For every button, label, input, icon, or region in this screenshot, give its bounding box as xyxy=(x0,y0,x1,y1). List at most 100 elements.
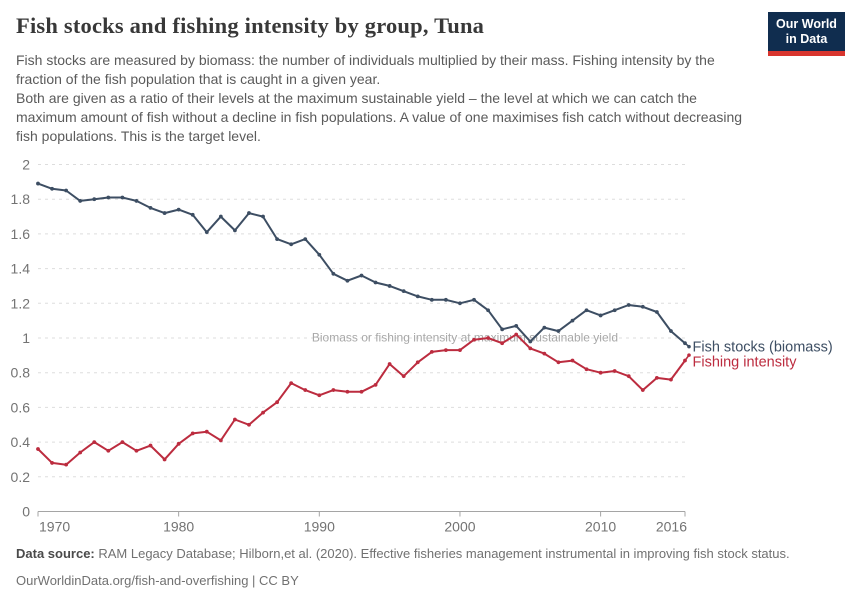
fish-stocks-point xyxy=(472,297,476,302)
data-source-label: Data source: xyxy=(16,546,95,561)
page-title: Fish stocks and fishing intensity by gro… xyxy=(16,13,485,38)
fishing-intensity-point xyxy=(500,341,505,346)
fish-stocks-point xyxy=(387,284,392,288)
fish-stocks-point xyxy=(401,289,406,294)
fish-stocks-point xyxy=(64,188,69,193)
fish-stocks-point xyxy=(415,294,420,299)
fish-stocks-point xyxy=(92,197,97,202)
fish-stocks-point xyxy=(443,297,448,302)
subtitle-paragraph-1: Fish stocks are measured by biomass: the… xyxy=(16,52,715,88)
x-axis-label: 1980 xyxy=(163,519,194,535)
x-axis-label: 2000 xyxy=(444,519,475,535)
fishing-intensity-line xyxy=(37,333,686,466)
owid-logo[interactable]: Our World in Data xyxy=(768,12,845,56)
fish-stocks-point xyxy=(542,325,547,330)
fish-stocks-point xyxy=(514,323,519,328)
fishing-intensity-point xyxy=(218,438,223,443)
owid-logo-line1: Our World xyxy=(776,17,837,31)
fishing-intensity-point xyxy=(331,388,336,392)
data-source-text: RAM Legacy Database; Hilborn,et al. (202… xyxy=(94,546,790,561)
fish-stocks-point xyxy=(275,237,280,242)
y-axis-label: 1.4 xyxy=(11,261,31,277)
fishing-intensity-point xyxy=(317,393,322,398)
fish-stocks-point xyxy=(528,339,533,344)
fish-stocks-point xyxy=(458,301,462,306)
fishing-intensity-point xyxy=(486,336,490,340)
fish-stocks-point xyxy=(373,280,378,285)
fishing-intensity-point xyxy=(275,400,280,405)
fish-stocks-point xyxy=(162,211,167,215)
fish-stocks-point xyxy=(654,310,659,314)
y-axis-label: 1.2 xyxy=(11,295,31,311)
fish-stocks-legend-label[interactable]: Fish stocks (biomass) xyxy=(693,340,833,356)
fishing-intensity-point xyxy=(528,346,533,351)
chart-subtitle: Fish stocks are measured by biomass: the… xyxy=(16,51,748,146)
y-axis-label: 0.2 xyxy=(11,469,31,485)
fishing-intensity-point xyxy=(36,447,40,451)
x-axis-label: 1990 xyxy=(304,519,335,535)
fishing-intensity-point xyxy=(64,462,69,467)
fishing-intensity-point xyxy=(401,374,406,379)
fish-stocks-point xyxy=(626,303,631,307)
fish-stocks-point xyxy=(261,214,265,219)
x-axis-label: 2016 xyxy=(656,519,687,535)
fishing-intensity-point xyxy=(542,351,547,356)
fish-stocks-legend-dot xyxy=(687,344,691,349)
fishing-intensity-point xyxy=(626,374,631,379)
fishing-intensity-legend-label[interactable]: Fishing intensity xyxy=(693,355,798,371)
fish-stocks-point xyxy=(500,327,505,332)
fish-stocks-point xyxy=(570,318,575,323)
fishing-intensity-legend-dot xyxy=(687,353,691,357)
fish-stocks-point xyxy=(317,252,322,257)
fishing-intensity-point xyxy=(598,370,603,375)
fishing-intensity-point xyxy=(303,388,308,392)
chart-footer: Data source: RAM Legacy Database; Hilbor… xyxy=(16,546,790,600)
fishing-intensity-point xyxy=(289,381,294,386)
fishing-intensity-point xyxy=(50,461,54,465)
fish-stocks-point xyxy=(289,242,294,247)
y-axis-label: 1.8 xyxy=(11,191,31,207)
fish-stocks-point xyxy=(612,308,617,313)
fishing-intensity-point xyxy=(669,377,673,382)
fish-stocks-point xyxy=(486,308,490,313)
fish-stocks-point xyxy=(176,207,181,212)
fish-stocks-point xyxy=(120,195,125,200)
fish-stocks-point xyxy=(148,205,153,210)
fishing-intensity-point xyxy=(106,448,111,453)
fishing-intensity-point xyxy=(359,389,364,394)
fishing-intensity-point xyxy=(148,443,153,448)
y-axis-label: 1 xyxy=(22,330,30,346)
fish-stocks-point xyxy=(640,304,645,309)
owid-logo-line2: in Data xyxy=(785,31,828,46)
fishing-intensity-point xyxy=(387,362,392,366)
y-axis-label: 0 xyxy=(22,504,30,520)
data-source-line: Data source: RAM Legacy Database; Hilbor… xyxy=(16,546,790,563)
fishing-intensity-point xyxy=(373,382,378,387)
msy-annotation: Biomass or fishing intensity at maximum … xyxy=(312,331,618,345)
fishing-intensity-point xyxy=(458,348,462,353)
y-axis-label: 0.6 xyxy=(11,399,31,415)
fish-stocks-point xyxy=(233,228,237,233)
y-axis-label: 1.6 xyxy=(11,226,31,242)
x-axis-label: 2010 xyxy=(585,519,616,535)
fish-stocks-point xyxy=(190,212,195,217)
fishing-intensity-point xyxy=(261,410,265,415)
fishing-intensity-point xyxy=(429,349,434,354)
fishing-intensity-point xyxy=(190,431,195,436)
fishing-intensity-point xyxy=(345,389,350,394)
fish-stocks-point xyxy=(50,186,54,191)
fish-stocks-point xyxy=(106,195,111,200)
fishing-intensity-point xyxy=(415,360,420,365)
license-link[interactable]: OurWorldinData.org/fish-and-overfishing … xyxy=(16,572,299,588)
y-axis-label: 0.4 xyxy=(11,434,31,450)
fishing-intensity-point xyxy=(640,388,645,392)
fishing-intensity-point xyxy=(120,440,125,444)
fish-stocks-point xyxy=(36,181,40,186)
fishing-intensity-point xyxy=(204,429,209,434)
fish-stocks-point xyxy=(359,273,364,278)
fishing-intensity-point xyxy=(556,360,561,365)
fish-stocks-point xyxy=(669,329,673,333)
fishing-intensity-point xyxy=(612,369,617,373)
